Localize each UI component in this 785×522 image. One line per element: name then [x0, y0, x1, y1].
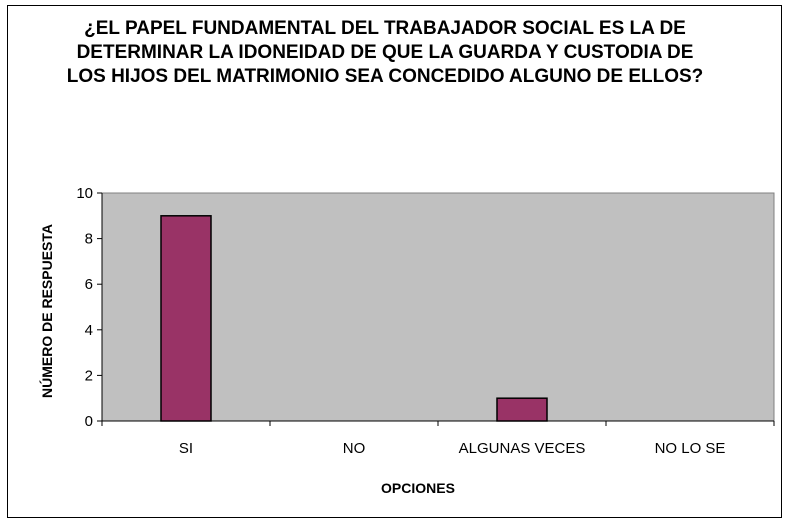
x-tick-label: NO — [343, 440, 366, 457]
bars — [160, 215, 548, 422]
bar-si — [160, 215, 212, 422]
y-tick-label: 2 — [85, 367, 93, 384]
y-tick-label: 0 — [85, 413, 93, 430]
x-axis-title: OPCIONES — [381, 480, 455, 496]
y-tick-label: 6 — [85, 276, 93, 293]
y-tick-label: 8 — [85, 231, 93, 248]
x-tick-label: SI — [179, 440, 193, 457]
y-axis: 0 2 4 6 8 10 — [76, 185, 103, 430]
bar-algunas-veces — [496, 397, 548, 422]
x-tick-label: NO LO SE — [655, 440, 726, 457]
y-tick-label: 4 — [85, 322, 93, 339]
chart-title: ¿EL PAPEL FUNDAMENTAL DEL TRABAJADOR SOC… — [66, 18, 704, 87]
y-tick-label: 10 — [76, 185, 93, 202]
y-axis-title: NÚMERO DE RESPUESTA — [38, 224, 55, 398]
x-tick-label: ALGUNAS VECES — [459, 440, 586, 457]
x-axis: SI NO ALGUNAS VECES NO LO SE — [101, 420, 775, 457]
